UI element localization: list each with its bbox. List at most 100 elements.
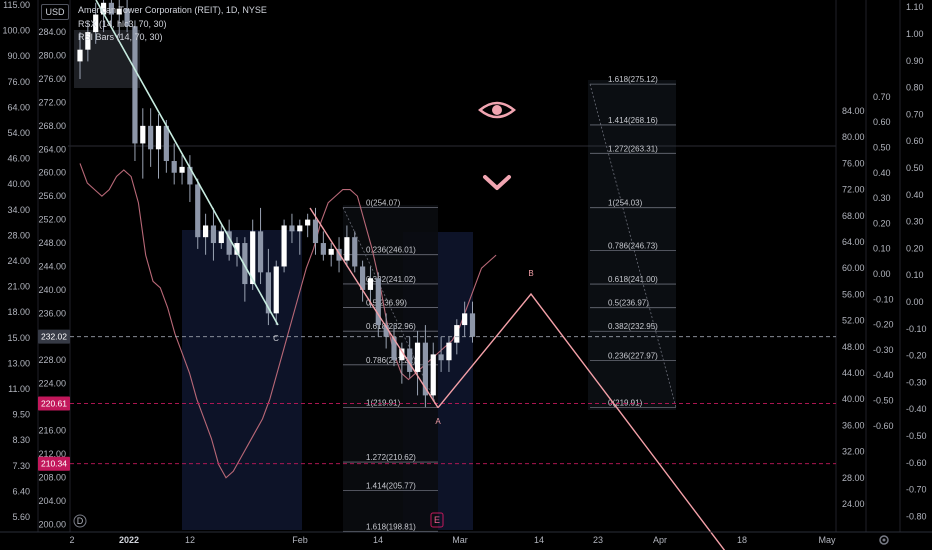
time-axis-tick: 2022 — [119, 535, 139, 545]
price-tick: 276.00 — [38, 74, 66, 84]
rsx-axis-tick: 28.00 — [842, 473, 865, 483]
time-axis-tick: Feb — [292, 535, 308, 545]
price-tick: 200.00 — [38, 519, 66, 529]
left-axis-tick: 18.00 — [7, 307, 30, 317]
candle-body — [163, 125, 169, 162]
indicator-rsx-label[interactable]: RSX (14, hlc3, 70, 30) — [78, 19, 167, 29]
currency-badge[interactable]: USD — [41, 4, 69, 20]
fib-retracement-label: 1.414(205.77) — [366, 481, 416, 490]
candle-body — [226, 231, 232, 255]
fib-retracement-label: 1(219.91) — [366, 399, 401, 408]
left-axis-tick: 46.00 — [7, 154, 30, 164]
candle-body — [155, 125, 162, 150]
candle-body — [297, 225, 303, 232]
candle-body — [383, 325, 389, 337]
price-tick: 280.00 — [38, 51, 66, 61]
fib-retracement-label: 0.236(246.01) — [366, 246, 416, 255]
candle-body — [85, 32, 91, 50]
osc2-axis-tick: 1.00 — [906, 29, 924, 39]
candle-body — [77, 49, 83, 62]
candle-body — [187, 166, 193, 185]
left-axis-tick: 24.00 — [7, 256, 30, 266]
candle-body — [430, 354, 436, 396]
candle-body — [218, 231, 224, 244]
fib-extension-label: 1.618(275.12) — [608, 75, 658, 84]
fib-extension-label: 1.272(263.31) — [608, 144, 658, 153]
candle-body — [148, 125, 154, 150]
gear-icon[interactable] — [879, 535, 889, 545]
zigzag-leg — [309, 207, 439, 409]
candle-body — [360, 266, 366, 290]
fib-retracement-label: 1.618(198.81) — [366, 522, 416, 531]
fib-extension-label: 1(254.03) — [608, 199, 643, 208]
left-axis-tick: 6.40 — [12, 486, 30, 496]
osc2-axis-tick: 0.50 — [906, 163, 924, 173]
price-tick: 264.00 — [38, 144, 66, 154]
candle-body — [344, 237, 350, 261]
osc-axis-tick: -0.60 — [873, 421, 894, 431]
point-label-a: A — [435, 417, 441, 426]
rsx-axis-tick: 76.00 — [842, 158, 865, 168]
rsi-zone-band — [182, 230, 302, 530]
rsx-axis-tick: 24.00 — [842, 499, 865, 509]
fib-extension-label: 0.5(236.97) — [608, 299, 649, 308]
symbol-title[interactable]: American Tower Corporation (REIT), 1D, N… — [78, 5, 267, 15]
time-axis-tick: 2 — [69, 535, 74, 545]
price-tick: 268.00 — [38, 121, 66, 131]
candle-body — [336, 248, 342, 261]
time-axis-tick: Apr — [653, 535, 667, 545]
left-axis-tick: 5.60 — [12, 512, 30, 522]
candle-body — [454, 325, 460, 343]
candle-body — [273, 266, 279, 314]
candle-body — [320, 243, 326, 255]
osc-axis-tick: -0.10 — [873, 294, 894, 304]
osc-axis-tick: 0.00 — [873, 269, 891, 279]
osc2-axis-tick: -0.20 — [906, 351, 927, 361]
osc2-axis-tick: 0.60 — [906, 136, 924, 146]
candle-body — [242, 243, 248, 285]
osc-axis-tick: 0.40 — [873, 168, 891, 178]
osc2-axis-tick: 1.10 — [906, 2, 924, 12]
time-axis-tick: 23 — [593, 535, 603, 545]
candle-body — [469, 313, 476, 337]
osc-axis-tick: -0.30 — [873, 345, 894, 355]
osc-axis-tick: 0.50 — [873, 143, 891, 153]
candle-body — [289, 225, 295, 232]
candle-body — [414, 342, 421, 372]
event-label: D — [77, 516, 84, 526]
event-label: E — [434, 515, 440, 525]
candle-body — [210, 225, 217, 244]
candle-body — [352, 237, 358, 267]
candle-body — [234, 243, 240, 255]
osc-axis-tick: 0.10 — [873, 244, 891, 254]
candle-body — [438, 354, 444, 361]
downtrend-line — [95, 0, 279, 326]
point-label-c: C — [273, 334, 279, 343]
osc2-axis-tick: -0.70 — [906, 485, 927, 495]
left-axis-tick: 76.00 — [7, 77, 30, 87]
price-tick: 240.00 — [38, 285, 66, 295]
price-badge-label: 220.61 — [41, 399, 67, 409]
left-axis-tick: 21.00 — [7, 282, 30, 292]
candle-body — [179, 166, 185, 173]
time-axis-tick: May — [818, 535, 836, 545]
rsx-axis-tick: 52.00 — [842, 316, 865, 326]
osc2-axis-tick: -0.40 — [906, 404, 927, 414]
candle-body — [250, 231, 256, 285]
time-axis-tick: 12 — [185, 535, 195, 545]
candle-body — [265, 272, 271, 314]
event-marker-d[interactable]: D — [73, 514, 87, 528]
candle-body — [391, 336, 397, 361]
indicator-rsi-bars-label[interactable]: RSI Bars (14, 70, 30) — [78, 32, 163, 42]
price-badge-label: 232.02 — [41, 332, 67, 342]
left-axis-tick: 34.00 — [7, 205, 30, 215]
candle-body — [132, 26, 138, 144]
fib-extension-label: 0.236(227.97) — [608, 351, 658, 360]
left-axis-tick: 54.00 — [7, 128, 30, 138]
candle-body — [93, 14, 99, 33]
rsx-axis-tick: 36.00 — [842, 420, 865, 430]
event-marker-e[interactable]: E — [430, 512, 444, 528]
time-axis-tick: 14 — [534, 535, 544, 545]
